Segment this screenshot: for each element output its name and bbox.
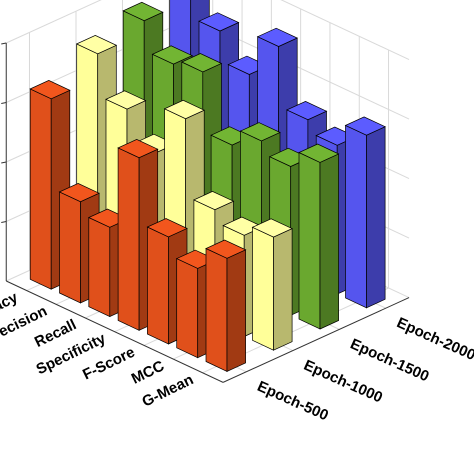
bar-face-front [117, 147, 140, 331]
bar-face-top [105, 90, 147, 110]
bar-face-top [75, 35, 118, 55]
bar-face-top [205, 239, 247, 259]
bar-face-front [252, 226, 274, 351]
bar-face-top [256, 27, 299, 47]
series-label: Epoch-1000 [301, 357, 385, 407]
bar-face-top [163, 99, 206, 120]
bar-face-top [117, 139, 159, 159]
bar-face-side [273, 228, 293, 351]
bar-face-top [286, 101, 328, 121]
bar-face-top [193, 191, 235, 211]
grid-line-side [6, 0, 102, 44]
bar-face-top [251, 218, 293, 238]
bar-face-front [29, 88, 52, 290]
value-tick-mark [1, 221, 7, 224]
bar-face-front [88, 216, 111, 318]
bar-face-front [59, 191, 81, 304]
category-label: MCC [129, 357, 167, 387]
bar-face-top [239, 122, 281, 142]
bar-face-top [298, 143, 340, 163]
bar-face-front [298, 151, 321, 330]
bar-Epoch-1500-G-Mean [298, 143, 340, 330]
bar-face-top [29, 80, 71, 100]
bar-Epoch-1000-G-Mean [251, 218, 293, 351]
bar-face-front [345, 124, 367, 309]
bar-face-top [198, 12, 240, 32]
bar-face-top [58, 183, 100, 203]
bar-face-side [226, 249, 246, 372]
bar-face-front [176, 258, 199, 359]
bar-face-top [180, 53, 223, 73]
value-tick-mark [1, 42, 7, 45]
bar-face-top [146, 218, 188, 238]
bar-face-top [344, 116, 386, 136]
bar-face-side [319, 153, 339, 330]
series-label: Epoch-1500 [348, 336, 432, 386]
bars-layer [29, 0, 386, 372]
bar-face-side [366, 126, 386, 309]
bar-face-top [151, 45, 193, 65]
series-label: Epoch-500 [255, 378, 331, 424]
bar-face-top [122, 1, 164, 22]
value-tick-mark [1, 161, 7, 164]
bar-face-front [205, 247, 228, 372]
bar-Epoch-500-G-Mean [205, 239, 247, 372]
value-tick-mark [1, 102, 7, 105]
series-axis-line [222, 297, 410, 383]
bar-face-front [147, 226, 169, 345]
bar-Epoch-2000-G-Mean [344, 116, 386, 309]
series-label: Epoch-2000 [394, 314, 474, 364]
category-axis-line [6, 280, 224, 383]
